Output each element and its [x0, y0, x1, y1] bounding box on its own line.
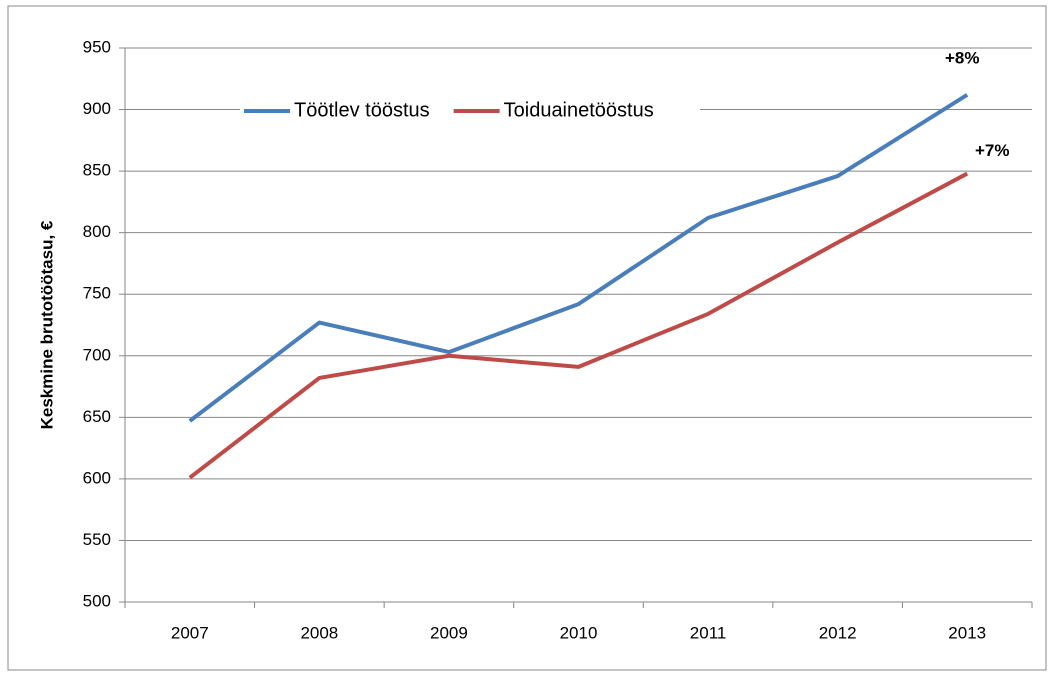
x-tick-label: 2010	[560, 623, 598, 642]
x-tick-label: 2008	[300, 623, 338, 642]
legend-label: Toiduainetööstus	[504, 99, 654, 121]
x-tick-label: 2013	[948, 623, 986, 642]
y-tick-label: 850	[83, 161, 111, 180]
y-tick-label: 650	[83, 407, 111, 426]
legend-label: Töötlev tööstus	[294, 99, 430, 121]
annotation: +7%	[975, 141, 1010, 160]
x-tick-label: 2007	[171, 623, 209, 642]
y-tick-label: 900	[83, 99, 111, 118]
series-line	[188, 93, 969, 423]
y-tick-label: 950	[83, 37, 111, 56]
annotation: +8%	[945, 48, 980, 67]
y-axis-label: Keskmine brutotöötasu, €	[37, 220, 56, 429]
y-tick-label: 600	[83, 468, 111, 487]
y-tick-label: 700	[83, 345, 111, 364]
y-tick-label: 750	[83, 284, 111, 303]
series-line	[188, 171, 969, 480]
x-tick-label: 2012	[819, 623, 857, 642]
y-tick-label: 550	[83, 530, 111, 549]
y-tick-label: 500	[83, 591, 111, 610]
y-tick-label: 800	[83, 222, 111, 241]
x-tick-label: 2009	[430, 623, 468, 642]
x-tick-label: 2011	[690, 623, 727, 642]
